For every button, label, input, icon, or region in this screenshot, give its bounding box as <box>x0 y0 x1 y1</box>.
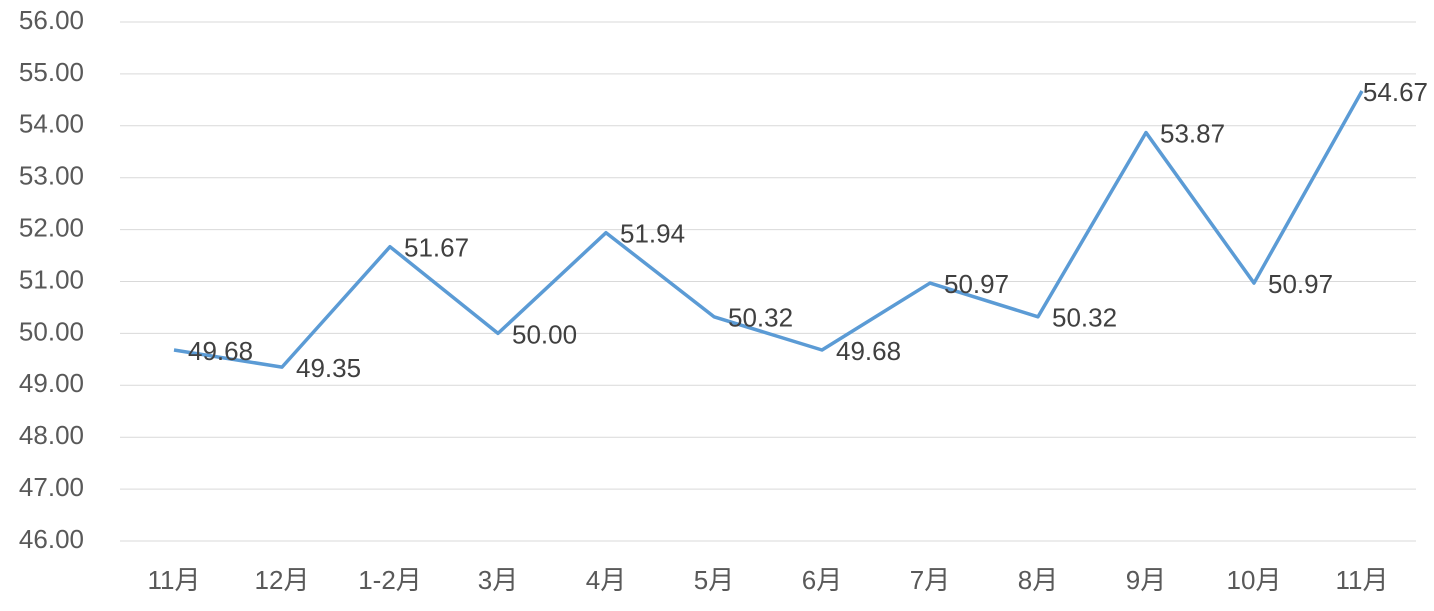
x-tick-label: 5月 <box>694 565 734 595</box>
x-tick-label: 4月 <box>586 565 626 595</box>
data-label: 50.00 <box>512 319 577 349</box>
x-tick-label: 3月 <box>478 565 518 595</box>
x-tick-label: 12月 <box>255 565 310 595</box>
data-label: 50.97 <box>1268 269 1333 299</box>
data-label: 49.68 <box>188 336 253 366</box>
x-tick-label: 11月 <box>148 565 201 595</box>
data-label: 49.35 <box>296 353 361 383</box>
y-tick-label: 48.00 <box>19 420 84 450</box>
y-tick-label: 51.00 <box>19 264 84 294</box>
data-label: 54.67 <box>1363 77 1428 107</box>
data-label: 53.87 <box>1160 118 1225 148</box>
y-tick-label: 50.00 <box>19 316 84 346</box>
x-tick-label: 6月 <box>802 565 842 595</box>
x-tick-label: 9月 <box>1126 565 1166 595</box>
y-tick-label: 46.00 <box>19 524 84 554</box>
x-tick-label: 11月 <box>1336 565 1389 595</box>
data-label: 49.68 <box>836 336 901 366</box>
y-tick-label: 53.00 <box>19 161 84 191</box>
x-tick-label: 1-2月 <box>358 565 422 595</box>
data-label: 50.97 <box>944 269 1009 299</box>
x-tick-label: 7月 <box>910 565 950 595</box>
data-label: 50.32 <box>728 303 793 333</box>
y-tick-label: 56.00 <box>19 5 84 35</box>
y-tick-label: 49.00 <box>19 368 84 398</box>
data-label: 51.67 <box>404 233 469 263</box>
x-tick-label: 8月 <box>1018 565 1058 595</box>
y-tick-label: 52.00 <box>19 212 84 242</box>
y-tick-label: 55.00 <box>19 57 84 87</box>
y-tick-label: 47.00 <box>19 472 84 502</box>
data-label: 50.32 <box>1052 303 1117 333</box>
data-label: 51.94 <box>620 219 685 249</box>
x-tick-label: 10月 <box>1227 565 1282 595</box>
y-tick-label: 54.00 <box>19 109 84 139</box>
line <box>173 90 1364 369</box>
